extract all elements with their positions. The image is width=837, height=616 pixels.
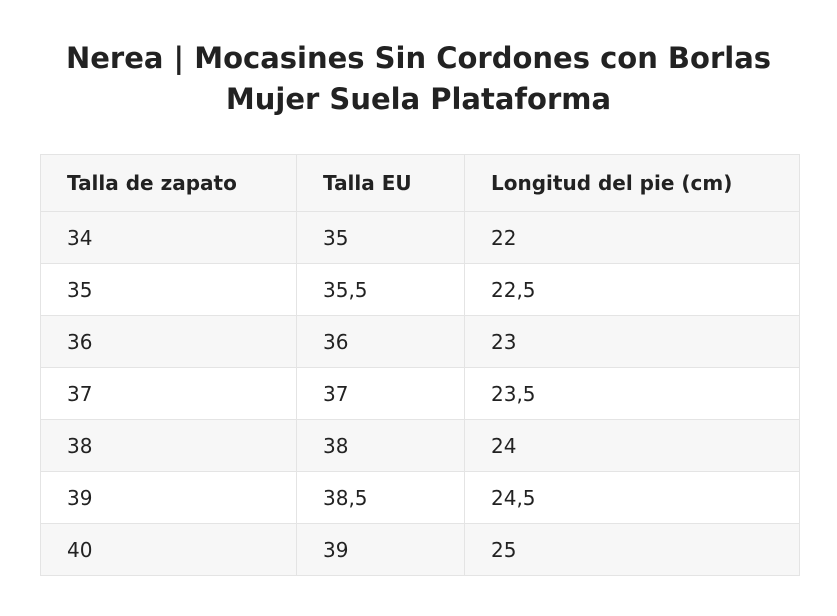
column-header-shoe-size: Talla de zapato (40, 154, 297, 212)
table-row: 35 35,5 22,5 (40, 263, 800, 316)
cell-shoe-size: 34 (40, 211, 297, 264)
table-row: 39 38,5 24,5 (40, 471, 800, 524)
cell-shoe-size: 39 (40, 471, 297, 524)
cell-eu-size: 35 (296, 211, 465, 264)
column-header-foot-length: Longitud del pie (cm) (464, 154, 800, 212)
cell-eu-size: 36 (296, 315, 465, 368)
cell-foot-length: 22 (464, 211, 800, 264)
cell-foot-length: 25 (464, 523, 800, 576)
table-row: 37 37 23,5 (40, 367, 800, 420)
table-row: 34 35 22 (40, 211, 800, 264)
cell-shoe-size: 40 (40, 523, 297, 576)
cell-foot-length: 24 (464, 419, 800, 472)
cell-eu-size: 38,5 (296, 471, 465, 524)
cell-shoe-size: 36 (40, 315, 297, 368)
cell-foot-length: 24,5 (464, 471, 800, 524)
table-row: 38 38 24 (40, 419, 800, 472)
cell-foot-length: 22,5 (464, 263, 800, 316)
page-title: Nerea | Mocasines Sin Cordones con Borla… (0, 38, 837, 120)
cell-eu-size: 39 (296, 523, 465, 576)
cell-eu-size: 35,5 (296, 263, 465, 316)
table-row: 40 39 25 (40, 523, 800, 576)
cell-shoe-size: 38 (40, 419, 297, 472)
cell-eu-size: 38 (296, 419, 465, 472)
cell-foot-length: 23 (464, 315, 800, 368)
size-chart-table: Talla de zapato Talla EU Longitud del pi… (40, 154, 800, 576)
cell-shoe-size: 35 (40, 263, 297, 316)
table-header-row: Talla de zapato Talla EU Longitud del pi… (40, 154, 800, 212)
column-header-eu-size: Talla EU (296, 154, 465, 212)
cell-eu-size: 37 (296, 367, 465, 420)
page-title-line-1: Nerea | Mocasines Sin Cordones con Borla… (65, 41, 772, 75)
cell-shoe-size: 37 (40, 367, 297, 420)
table-row: 36 36 23 (40, 315, 800, 368)
page-title-line-2: Mujer Suela Plataforma (225, 82, 612, 116)
cell-foot-length: 23,5 (464, 367, 800, 420)
